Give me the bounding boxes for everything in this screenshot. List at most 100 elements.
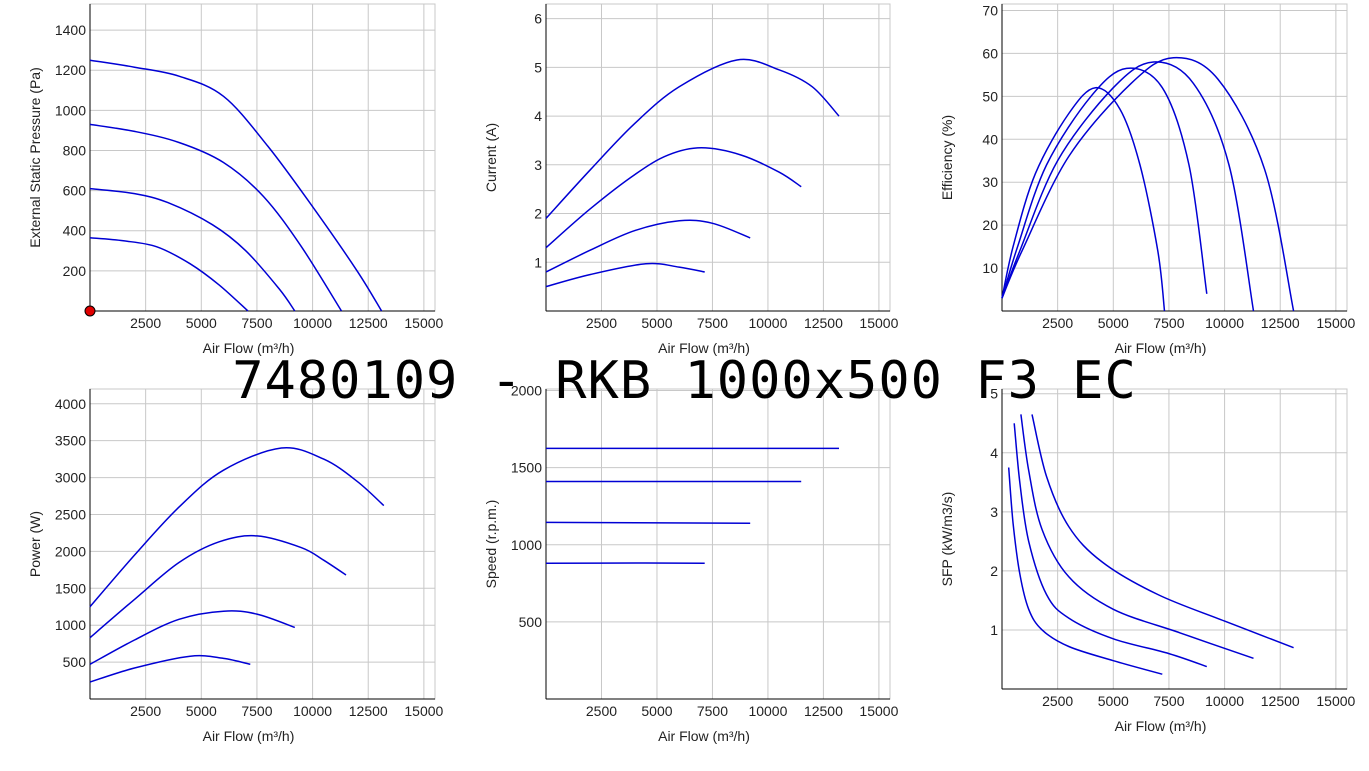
series-line-3 [1020,414,1254,660]
x-tick-label: 15000 [859,703,898,719]
chart-efficiency: 2500 5000 7500 10000 12500 15000 10 20 30 40 50 60 7… [939,2,1356,356]
y-tick-label: 400 [63,223,87,239]
x-tick-label: 15000 [404,703,443,719]
y-tick-label: 1 [990,622,998,638]
series-line-4 [545,262,705,288]
series-line-1 [545,58,840,219]
y-tick-label: 2 [534,206,542,222]
y-tick-label: 1200 [55,62,86,78]
y-tick-label: 1400 [55,22,86,38]
x-tick-label: 2500 [130,315,161,331]
x-tick-label: 7500 [241,315,272,331]
y-axis-label: Power (W) [27,511,43,577]
x-tick-label: 15000 [859,315,898,331]
y-tick-label: 1000 [511,537,542,553]
y-tick-label: 3000 [55,470,86,486]
y-tick-label: 2000 [511,383,542,399]
x-tick-label: 12500 [349,315,388,331]
x-tick-label: 2500 [1042,315,1073,331]
series-line-3 [89,187,296,312]
x-tick-label: 10000 [748,703,787,719]
y-tick-label: 3 [534,157,542,173]
x-tick-label: 10000 [293,315,332,331]
y-tick-label: 60 [982,45,998,61]
x-tick-label: 7500 [1153,693,1184,709]
series-line-1 [1007,467,1163,675]
y-axis-label: SFP (kW/m3/s) [939,492,955,587]
series-line-2 [545,147,802,249]
series-line-2 [1013,423,1208,668]
plot-frame [89,3,436,312]
y-tick-label: 200 [63,263,87,279]
y-tick-label: 30 [982,174,998,190]
x-tick-label: 10000 [748,315,787,331]
x-tick-label: 5000 [1098,693,1129,709]
y-tick-label: 3 [990,504,998,520]
plot-frame [545,3,891,312]
y-tick-label: 2000 [55,543,86,559]
x-tick-label: 2500 [586,703,617,719]
y-tick-label: 4000 [55,396,86,412]
x-tick-label: 7500 [241,703,272,719]
y-tick-label: 50 [982,88,998,104]
x-tick-label: 7500 [697,703,728,719]
x-tick-label: 15000 [1316,693,1355,709]
y-tick-label: 500 [519,614,543,630]
x-tick-label: 10000 [1205,315,1244,331]
x-tick-label: 2500 [130,703,161,719]
operating-point-marker [84,305,96,317]
series-line-1 [89,446,385,608]
x-axis-label: Air Flow (m³/h) [203,728,295,744]
y-tick-label: 10 [982,260,998,276]
series-line-3 [1001,61,1255,312]
series-line-4 [89,654,251,683]
y-tick-label: 70 [982,2,998,18]
y-tick-label: 1000 [55,102,86,118]
y-tick-label: 20 [982,217,998,233]
y-tick-label: 4 [534,108,542,124]
x-axis-label: Air Flow (m³/h) [203,340,295,356]
chart-power: 2500 5000 7500 10000 12500 15000 500 1000 1500 20… [27,388,444,744]
chart-current: 2500 5000 7500 10000 12500 15000 1 2 3 4 5 6 Air Flo… [483,3,899,356]
y-tick-label: 1500 [511,460,542,476]
plot-frame [89,388,436,700]
y-axis-label: Current (A) [483,123,499,192]
x-tick-label: 5000 [186,703,217,719]
y-axis-label: External Static Pressure (Pa) [27,67,43,248]
y-tick-label: 1 [534,254,542,270]
chart-speed: 2500 5000 7500 10000 12500 15000 500 1000 1500 20… [483,383,899,744]
series-line-2 [89,534,347,639]
series-line-1 [1001,86,1166,312]
x-tick-label: 12500 [804,703,843,719]
chart-sfp: 2500 5000 7500 10000 12500 15000 1 2 3 4 5 Air Flow… [939,386,1356,734]
y-tick-label: 2500 [55,506,86,522]
x-tick-label: 5000 [1098,315,1129,331]
series-line-2 [89,123,343,312]
series-line-4 [1031,414,1294,649]
y-tick-label: 6 [534,11,542,27]
x-tick-label: 12500 [1261,315,1300,331]
y-axis-label: Speed (r.p.m.) [483,500,499,589]
y-tick-label: 5 [990,386,998,402]
x-tick-label: 12500 [804,315,843,331]
x-tick-label: 7500 [697,315,728,331]
y-axis-label: Efficiency (%) [939,115,955,200]
plot-frame [545,388,891,700]
x-tick-label: 5000 [641,315,672,331]
product-title: 7480109 - RKB 1000x500 F3 EC [232,351,1137,411]
x-tick-label: 12500 [349,703,388,719]
series-line-3 [545,219,751,273]
y-tick-label: 4 [990,445,998,461]
x-tick-label: 10000 [1205,693,1244,709]
y-tick-label: 3500 [55,433,86,449]
y-tick-label: 40 [982,131,998,147]
y-tick-label: 1500 [55,580,86,596]
y-tick-label: 500 [63,654,87,670]
x-axis-label: Air Flow (m³/h) [1115,718,1207,734]
series-line-3 [89,610,296,665]
x-tick-label: 5000 [641,703,672,719]
x-axis-label: Air Flow (m³/h) [658,340,750,356]
plot-frame [1001,388,1348,690]
x-tick-label: 15000 [1316,315,1355,331]
